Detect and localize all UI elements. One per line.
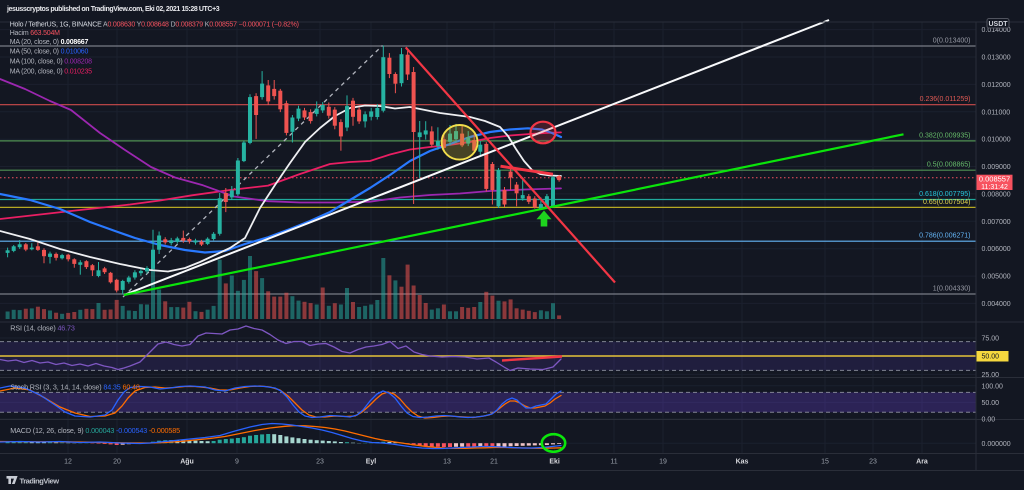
svg-text:0.014000: 0.014000 <box>982 27 1011 34</box>
svg-text:75.00: 75.00 <box>982 336 1000 343</box>
svg-text:TradingView: TradingView <box>20 477 60 486</box>
svg-text:0.012000: 0.012000 <box>982 82 1011 89</box>
svg-text:jesusscryptos published on Tra: jesusscryptos published on TradingView.c… <box>6 6 220 13</box>
svg-text:0.009000: 0.009000 <box>982 164 1011 171</box>
svg-text:20: 20 <box>113 459 121 466</box>
svg-text:MA (50, close, 0) 0.010060: MA (50, close, 0) 0.010060 <box>10 49 89 56</box>
svg-text:MA (200, close, 0) 0.010235: MA (200, close, 0) 0.010235 <box>10 68 92 75</box>
svg-text:Hacim 663.504M: Hacim 663.504M <box>10 30 60 37</box>
svg-text:0.008000: 0.008000 <box>982 191 1011 198</box>
svg-text:0.236(0.011259): 0.236(0.011259) <box>920 96 971 103</box>
svg-text:Ara: Ara <box>916 459 928 466</box>
svg-text:MA (20, close, 0) 0.008667: MA (20, close, 0) 0.008667 <box>10 39 89 46</box>
svg-text:0.006000: 0.006000 <box>982 246 1011 253</box>
svg-text:25.00: 25.00 <box>982 372 1000 379</box>
svg-text:0.5(0.008865): 0.5(0.008865) <box>927 162 971 169</box>
svg-text:0(0.013400): 0(0.013400) <box>933 38 971 45</box>
svg-text:Ağu: Ağu <box>180 459 194 466</box>
svg-text:MA (100, close, 0) 0.008208: MA (100, close, 0) 0.008208 <box>10 58 92 65</box>
svg-text:0.004000: 0.004000 <box>982 301 1011 308</box>
svg-text:0.010000: 0.010000 <box>982 137 1011 144</box>
svg-text:0.382(0.009935): 0.382(0.009935) <box>919 132 970 139</box>
svg-text:9: 9 <box>235 459 239 466</box>
svg-text:11:31:42: 11:31:42 <box>981 184 1008 191</box>
svg-text:RSI (14, close) 46.73: RSI (14, close) 46.73 <box>10 323 75 332</box>
svg-text:Eyl: Eyl <box>366 459 377 466</box>
svg-text:MACD (12, 26, close, 9) 0.000: MACD (12, 26, close, 9) 0.000043 -0.0005… <box>10 426 180 435</box>
svg-text:0.008557: 0.008557 <box>979 174 1010 183</box>
svg-text:1(0.004330): 1(0.004330) <box>933 286 971 293</box>
svg-text:0.013000: 0.013000 <box>982 55 1011 62</box>
svg-text:50.00: 50.00 <box>982 354 1000 361</box>
svg-text:Holo / TetherUS, 1G, BINANCE: Holo / TetherUS, 1G, BINANCE A0.008630 Y… <box>10 22 299 29</box>
svg-text:13: 13 <box>443 459 451 466</box>
svg-text:12: 12 <box>64 459 72 466</box>
svg-text:23: 23 <box>869 459 877 466</box>
svg-text:0.000000: 0.000000 <box>982 441 1011 448</box>
svg-text:0.618(0.007795): 0.618(0.007795) <box>919 191 970 198</box>
svg-text:0.011000: 0.011000 <box>982 109 1011 116</box>
svg-text:19: 19 <box>659 459 667 466</box>
svg-text:11: 11 <box>610 459 617 466</box>
svg-text:USDT: USDT <box>988 21 1008 28</box>
svg-text:21: 21 <box>490 459 498 466</box>
svg-text:0.786(0.006271): 0.786(0.006271) <box>919 233 970 240</box>
svg-text:0.00: 0.00 <box>982 417 996 424</box>
svg-text:23: 23 <box>316 459 324 466</box>
svg-text:0.007000: 0.007000 <box>982 219 1011 226</box>
svg-text:15: 15 <box>821 459 829 466</box>
svg-text:0.005000: 0.005000 <box>982 274 1011 281</box>
svg-text:Kas: Kas <box>736 459 749 466</box>
svg-text:Stoch RSI (3, 3, 14, 14, close: Stoch RSI (3, 3, 14, 14, close) 84.35 60… <box>10 383 140 392</box>
svg-text:100.00: 100.00 <box>982 384 1004 391</box>
svg-text:50.00: 50.00 <box>982 400 1000 407</box>
svg-text:0.65(0.007504): 0.65(0.007504) <box>923 199 970 206</box>
svg-text:Eki: Eki <box>549 459 560 466</box>
